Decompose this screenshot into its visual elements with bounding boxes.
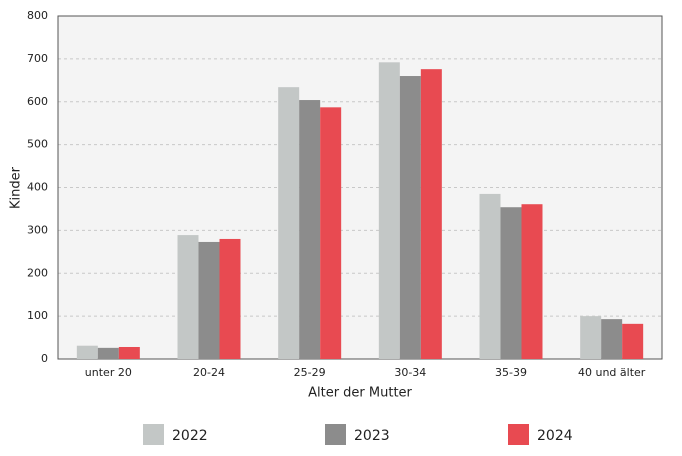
bar [299,100,321,359]
plot-frame [57,15,663,360]
legend-label: 2023 [354,428,390,444]
y-tick-label: 700 [27,52,48,65]
bar [320,107,342,359]
bar [118,346,140,359]
legend-swatch [325,424,346,445]
y-tick-label: 300 [27,223,48,236]
x-tick-label: 30-34 [394,366,426,379]
legend-swatch [508,424,529,445]
y-tick-label: 600 [27,95,48,108]
bar [198,241,220,359]
legend-label: 2024 [537,428,573,444]
x-axis-label: Alter der Mutter [308,386,412,401]
legend-swatch [143,424,164,445]
bar [76,345,98,359]
bar [500,207,522,359]
legend-label: 2022 [172,428,208,444]
y-tick-label: 100 [27,309,48,322]
bar [219,238,241,359]
bar [278,87,300,360]
bar [420,69,442,359]
bar [521,204,543,359]
bar [399,76,421,360]
x-tick-label: unter 20 [85,366,132,379]
bar [479,193,501,359]
y-axis-label: Kinder [9,166,24,209]
x-tick-label: 25-29 [294,366,326,379]
bar [601,319,623,359]
y-tick-label: 400 [27,181,48,194]
bar [622,323,644,359]
bar [97,347,119,359]
x-tick-label: 40 und älter [578,366,646,379]
bar [580,316,602,359]
bar [177,235,199,359]
y-tick-label: 800 [27,9,48,22]
x-tick-label: 35-39 [495,366,527,379]
y-tick-label: 200 [27,266,48,279]
y-tick-label: 500 [27,138,48,151]
y-tick-label: 0 [41,352,48,365]
bar [378,62,400,360]
x-tick-label: 20-24 [193,366,225,379]
